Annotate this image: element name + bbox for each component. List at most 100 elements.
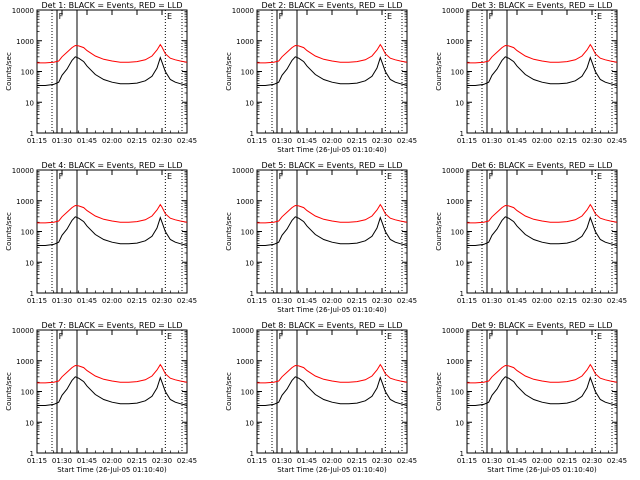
y-tick-label: 1000 <box>446 198 464 206</box>
y-tick-label: 1 <box>250 130 254 138</box>
y-tick-label: 100 <box>451 229 464 237</box>
x-tick-label: 01:30 <box>482 137 502 145</box>
x-tick-label: 02:00 <box>322 137 342 145</box>
chart-panel: 1 10 100 1000 10000 01:15 01:30 01:45 02:00 02:15… <box>435 161 627 305</box>
x-tick-label: 02:45 <box>177 137 197 145</box>
x-tick-label: 02:30 <box>582 297 602 305</box>
x-tick-label: 02:00 <box>102 297 122 305</box>
x-axis-label: Start Time (26-Jul-05 01:10:40) <box>57 466 167 474</box>
series-line <box>467 203 618 224</box>
x-tick-label: 02:00 <box>532 457 552 465</box>
y-tick-label: 10 <box>25 259 34 267</box>
y-tick-label: 1000 <box>446 38 464 46</box>
x-tick-label: 01:15 <box>247 137 267 145</box>
x-tick-label: 01:30 <box>272 297 292 305</box>
x-tick-label: 01:30 <box>272 457 292 465</box>
x-tick-label: 02:15 <box>347 297 367 305</box>
x-tick-label: 02:00 <box>532 297 552 305</box>
x-tick-label: 02:45 <box>397 137 417 145</box>
x-tick-label: 02:00 <box>322 457 342 465</box>
plot-frame <box>36 329 188 454</box>
x-tick-label: 01:45 <box>77 457 97 465</box>
chart-title: Det 1: BLACK = Events, RED = LLD <box>42 1 183 10</box>
series-line <box>37 56 188 86</box>
series-line <box>257 43 408 64</box>
y-tick-label: 10000 <box>12 327 34 335</box>
x-tick-label: 02:00 <box>532 137 552 145</box>
x-tick-label: 01:30 <box>52 297 72 305</box>
plot-frame <box>36 169 188 294</box>
plot-frame <box>466 169 618 294</box>
x-tick-label: 02:45 <box>177 457 197 465</box>
y-tick-label: 1 <box>460 450 464 458</box>
series-line <box>37 363 188 384</box>
series-line <box>467 43 618 64</box>
x-tick-label: 02:00 <box>102 457 122 465</box>
y-tick-label: 10 <box>25 99 34 107</box>
y-tick-label: 10 <box>455 99 464 107</box>
y-tick-label: 10 <box>245 99 254 107</box>
y-tick-label: 1000 <box>236 198 254 206</box>
marker-label: E <box>597 12 602 21</box>
x-tick-label: 01:30 <box>52 457 72 465</box>
series-line <box>37 376 188 406</box>
y-tick-label: 1 <box>30 290 34 298</box>
marker-label: E <box>387 12 392 21</box>
plot-frame <box>466 329 618 454</box>
x-tick-label: 01:15 <box>27 457 47 465</box>
x-tick-label: 02:30 <box>582 457 602 465</box>
marker-label: F <box>279 332 284 341</box>
chart-panel: 1 10 100 1000 10000 01:15 01:30 01:45 02:00 02:15… <box>435 1 627 145</box>
x-tick-label: 02:45 <box>177 297 197 305</box>
y-tick-label: 10 <box>245 259 254 267</box>
x-tick-label: 02:15 <box>347 137 367 145</box>
marker-label: E <box>167 12 172 21</box>
y-tick-label: 10 <box>245 419 254 427</box>
x-tick-label: 02:30 <box>582 137 602 145</box>
chart-panel: 1 10 100 1000 10000 01:15 01:30 01:45 02:00 02:15… <box>5 161 197 305</box>
plot-frame <box>256 329 408 454</box>
chart-panel: 1 10 100 1000 10000 01:15 01:30 01:45 02:00 02:15… <box>5 1 197 145</box>
x-axis-label: Start Time (26-Jul-05 01:10:40) <box>277 306 387 314</box>
marker-label: F <box>489 12 494 21</box>
x-tick-label: 02:00 <box>102 137 122 145</box>
x-tick-label: 02:15 <box>557 137 577 145</box>
y-axis-label: Counts/sec <box>225 372 233 411</box>
chart-title: Det 8: BLACK = Events, RED = LLD <box>262 321 403 330</box>
x-tick-label: 02:30 <box>372 457 392 465</box>
y-tick-label: 1 <box>460 130 464 138</box>
series-line <box>467 56 618 86</box>
y-tick-label: 10000 <box>12 7 34 15</box>
series-line <box>257 56 408 86</box>
y-axis-label: Counts/sec <box>435 372 443 411</box>
chart-title: Det 4: BLACK = Events, RED = LLD <box>42 161 183 170</box>
y-tick-label: 100 <box>21 229 34 237</box>
y-tick-label: 1000 <box>16 38 34 46</box>
y-tick-label: 10 <box>455 419 464 427</box>
series-line <box>257 363 408 384</box>
x-tick-label: 02:30 <box>152 457 172 465</box>
x-tick-label: 01:15 <box>457 297 477 305</box>
y-tick-label: 10000 <box>232 327 254 335</box>
x-tick-label: 01:15 <box>27 137 47 145</box>
y-tick-label: 1 <box>30 130 34 138</box>
x-tick-label: 01:45 <box>507 457 527 465</box>
x-tick-label: 01:45 <box>297 457 317 465</box>
y-tick-label: 100 <box>241 229 254 237</box>
y-tick-label: 10000 <box>442 167 464 175</box>
x-tick-label: 02:00 <box>322 297 342 305</box>
y-tick-label: 10000 <box>232 167 254 175</box>
x-tick-label: 02:45 <box>607 457 627 465</box>
y-tick-label: 1000 <box>236 358 254 366</box>
x-tick-label: 02:30 <box>372 137 392 145</box>
x-tick-label: 01:15 <box>457 137 477 145</box>
series-line <box>257 376 408 406</box>
x-tick-label: 01:30 <box>52 137 72 145</box>
x-tick-label: 01:30 <box>482 297 502 305</box>
x-tick-label: 02:15 <box>557 297 577 305</box>
chart-panel: 1 10 100 1000 10000 01:15 01:30 01:45 02:00 02:15… <box>225 321 417 474</box>
x-tick-label: 01:45 <box>77 137 97 145</box>
x-tick-label: 01:15 <box>457 457 477 465</box>
y-tick-label: 100 <box>21 69 34 77</box>
